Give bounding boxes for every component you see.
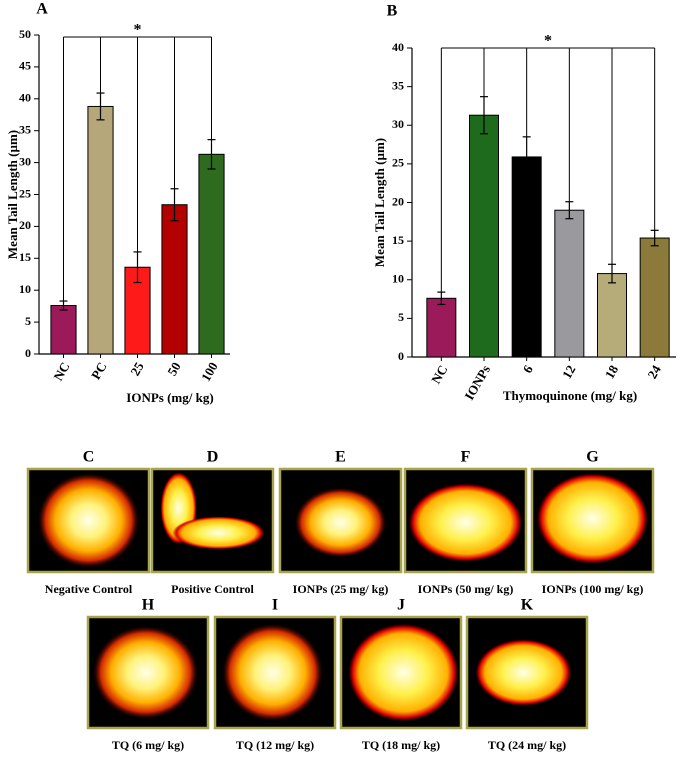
x-tick-label: NC [428, 362, 450, 386]
panel-letter: D [207, 449, 219, 466]
comet [536, 473, 649, 564]
panel-caption: TQ (6 mg/ kg) [112, 738, 184, 752]
panel-caption: Negative Control [45, 582, 133, 596]
panel-caption: IONPs (50 mg/ kg) [418, 582, 514, 596]
comet-image [86, 615, 210, 730]
bar [198, 153, 225, 355]
comet [222, 623, 323, 722]
x-tick-label: NC [50, 359, 72, 383]
comet [92, 625, 199, 720]
y-tick-label: 30 [19, 154, 31, 168]
panel-caption: TQ (12 mg/ kg) [236, 738, 314, 752]
bar [87, 105, 114, 355]
bar [554, 209, 585, 358]
significance-star: * [134, 22, 142, 39]
x-tick-label: PC [88, 359, 110, 382]
y-tick-label: 15 [392, 233, 404, 247]
y-axis-label: Mean Tail Length (µm) [372, 138, 387, 267]
significance-star: * [544, 33, 552, 50]
bar [161, 204, 188, 355]
y-tick-label: 40 [392, 40, 404, 54]
y-tick-label: 0 [398, 349, 404, 363]
panel-letter: K [521, 597, 534, 614]
comet [348, 623, 459, 722]
y-tick-label: 15 [19, 250, 31, 264]
panel-letter: I [272, 597, 278, 614]
bar [50, 305, 77, 355]
comet [408, 483, 523, 562]
y-tick-label: 0 [25, 346, 31, 360]
panel-letter: H [142, 597, 155, 614]
comet-image [530, 467, 655, 574]
panel-letter: J [397, 597, 405, 614]
y-tick-label: 35 [19, 122, 31, 136]
y-tick-label: 50 [19, 27, 31, 41]
x-axis-label: Thymoquinone (mg/ kg) [503, 388, 637, 403]
comet-image [213, 615, 337, 730]
x-axis-label: IONPs (mg/ kg) [126, 390, 213, 405]
panel-letter: C [83, 449, 95, 466]
y-tick-label: 30 [392, 117, 404, 131]
y-tick-label: 20 [19, 218, 31, 232]
x-tick-label: 12 [559, 362, 578, 381]
x-tick-label: 24 [644, 362, 664, 381]
comet [294, 487, 387, 558]
panel-caption: TQ (24 mg/ kg) [488, 738, 566, 752]
comet-image [26, 467, 151, 574]
y-tick-label: 20 [392, 194, 404, 208]
comet [475, 639, 572, 706]
comet-image [339, 615, 463, 730]
panel-letter: E [335, 449, 346, 466]
x-tick-label: 50 [164, 359, 183, 378]
x-tick-label: 6 [520, 362, 536, 376]
bar [468, 114, 500, 358]
y-tick-label: 5 [25, 314, 31, 328]
panel-caption: IONPs (25 mg/ kg) [293, 582, 389, 596]
x-tick-label: 100 [198, 359, 221, 383]
comet-image [465, 615, 589, 730]
panel-letter: G [586, 449, 599, 466]
x-tick-label: 25 [127, 359, 147, 378]
bar [511, 156, 542, 358]
y-tick-label: 5 [398, 310, 404, 324]
panel-letter: F [461, 449, 471, 466]
panel-label: A [36, 1, 48, 18]
y-tick-label: 25 [19, 186, 31, 200]
bar [639, 237, 670, 358]
x-tick-label: IONPs [461, 362, 493, 402]
y-tick-label: 35 [392, 78, 404, 92]
panel-label: B [387, 3, 398, 20]
panel-caption: Positive Control [171, 582, 254, 596]
comet-image [403, 467, 528, 574]
y-axis-label: Mean Tail Length (µm) [5, 130, 20, 259]
x-tick-label: 18 [602, 362, 622, 381]
bar [426, 297, 457, 358]
comet [172, 516, 265, 550]
comet-image [150, 467, 275, 574]
y-tick-label: 10 [392, 272, 404, 286]
y-tick-label: 45 [19, 59, 31, 73]
y-tick-label: 40 [19, 91, 31, 105]
panel-caption: IONPs (100 mg/ kg) [542, 582, 644, 596]
comet [37, 473, 140, 568]
y-tick-label: 25 [392, 156, 404, 170]
panel-caption: TQ (18 mg/ kg) [362, 738, 440, 752]
comet-image [278, 467, 403, 574]
y-tick-label: 10 [19, 282, 31, 296]
bar [596, 273, 628, 358]
